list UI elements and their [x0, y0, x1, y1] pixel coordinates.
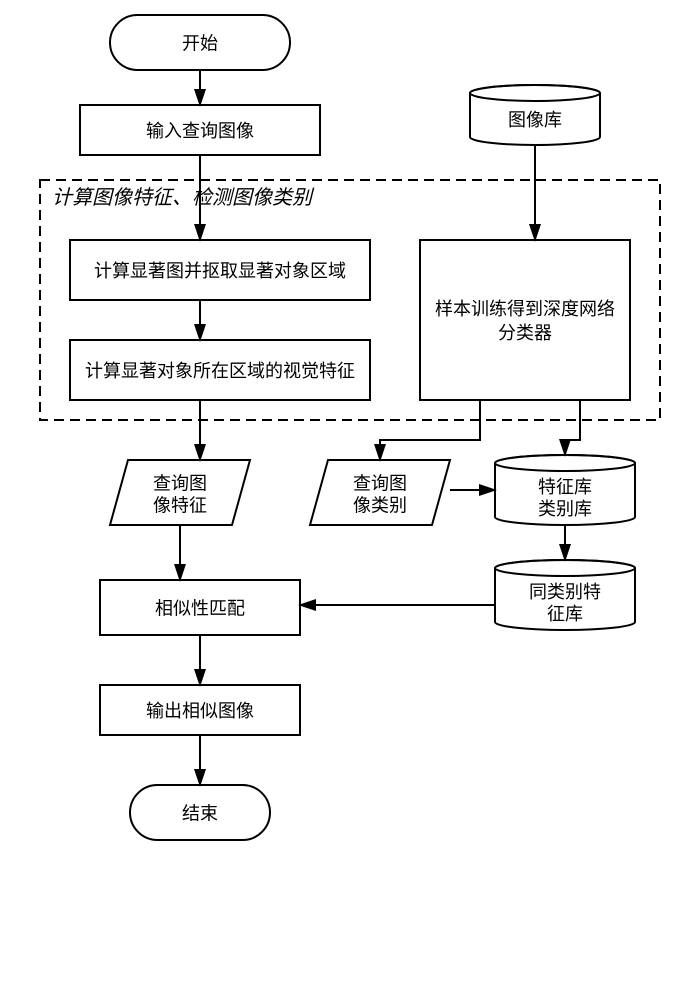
svg-text:相似性匹配: 相似性匹配 [155, 598, 245, 618]
svg-text:结束: 结束 [182, 803, 218, 823]
svg-text:征库: 征库 [547, 604, 583, 624]
svg-text:图像库: 图像库 [508, 110, 562, 130]
svg-text:特征库: 特征库 [538, 477, 592, 497]
svg-text:计算显著对象所在区域的视觉特征: 计算显著对象所在区域的视觉特征 [85, 361, 355, 381]
svg-text:分类器: 分类器 [498, 323, 552, 343]
svg-text:类别库: 类别库 [538, 499, 592, 519]
svg-text:样本训练得到深度网络: 样本训练得到深度网络 [435, 299, 615, 319]
svg-text:计算图像特征、检测图像类别: 计算图像特征、检测图像类别 [52, 187, 315, 209]
svg-text:开始: 开始 [182, 33, 218, 53]
svg-text:像特征: 像特征 [153, 495, 207, 515]
svg-text:像类别: 像类别 [353, 495, 407, 515]
svg-text:计算显著图并抠取显著对象区域: 计算显著图并抠取显著对象区域 [94, 261, 346, 281]
svg-text:查询图: 查询图 [353, 473, 407, 493]
svg-text:输出相似图像: 输出相似图像 [146, 701, 254, 721]
svg-text:查询图: 查询图 [153, 473, 207, 493]
svg-text:同类别特: 同类别特 [529, 582, 601, 602]
svg-text:输入查询图像: 输入查询图像 [146, 121, 254, 141]
